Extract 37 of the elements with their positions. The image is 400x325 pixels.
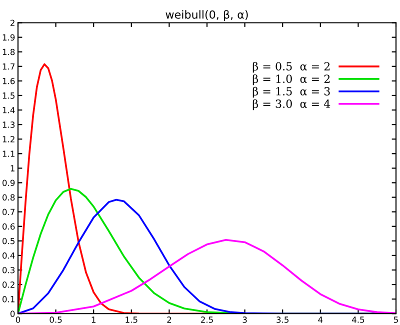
y-tick-label: 0.2 (2, 282, 14, 288)
legend-label: β = 3.0 α = 4 (252, 99, 330, 110)
y-tick-label: 0.3 (2, 266, 15, 274)
y-tick-label: 1 (10, 165, 14, 172)
x-tick-label: 0 (16, 316, 20, 323)
x-tick-label: 1.5 (126, 316, 138, 323)
y-tick-label: 0.9 (2, 180, 15, 186)
legend-label: β = 1.0 α = 2 (252, 74, 330, 86)
y-tick-label: 1.2 (2, 136, 14, 142)
y-tick-label: 1.5 (2, 92, 14, 99)
y-tick-label: 1.8 (2, 48, 15, 56)
y-tick-label: 0.8 (2, 194, 15, 201)
y-tick-label: 0.7 (2, 208, 15, 216)
y-tick-label: 1.1 (2, 150, 14, 157)
y-tick-label: 0.1 (2, 296, 14, 302)
x-tick-label: 3.5 (276, 316, 288, 323)
y-tick-label: 0.4 (2, 252, 15, 259)
y-tick-label: 1.9 (2, 34, 15, 41)
y-tick-label: 2 (10, 20, 14, 26)
x-tick-label: 0.5 (50, 316, 62, 323)
y-tick-label: 1.4 (2, 107, 15, 114)
y-tick-label: 0.6 (2, 223, 15, 230)
legend-label: β = 1.5 α = 3 (252, 86, 330, 98)
x-tick-label: 2 (167, 316, 172, 323)
x-tick-label: 1 (92, 316, 96, 323)
x-tick-label: 4.5 (352, 316, 364, 323)
y-tick-label: 0.5 (2, 238, 14, 244)
x-tick-label: 4 (318, 316, 323, 323)
x-tick-label: 3 (242, 316, 247, 323)
x-tick-label: 2.5 (200, 316, 213, 323)
legend-label: β = 0.5 α = 2 (252, 62, 330, 73)
x-tick-label: 5 (394, 316, 398, 323)
chart-title: weibull(0, β, α) (166, 10, 248, 21)
y-tick-label: 0 (10, 310, 15, 317)
y-tick-label: 1.6 (2, 78, 15, 84)
y-tick-label: 1.3 (2, 122, 15, 128)
y-tick-label: 1.7 (2, 63, 15, 70)
